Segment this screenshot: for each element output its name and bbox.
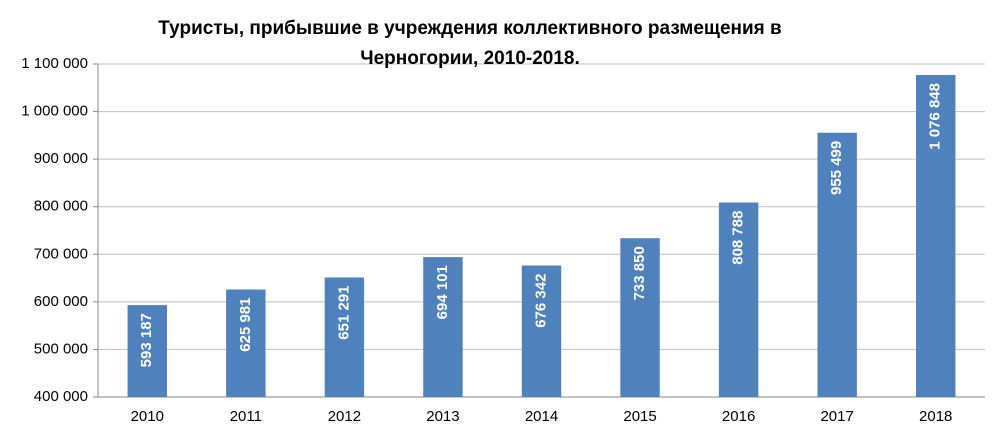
y-tick-label: 800 000	[34, 198, 88, 215]
chart-title: Туристы, прибывшие в учреждения коллекти…	[158, 18, 782, 69]
x-tick-label: 2017	[820, 408, 853, 425]
x-tick-label: 2012	[328, 408, 361, 425]
bar	[916, 75, 956, 398]
value-label: 955 499	[828, 141, 845, 195]
x-tick-label: 2015	[623, 408, 656, 425]
bar	[620, 238, 660, 397]
bar	[718, 202, 759, 397]
y-tick-label: 900 000	[34, 150, 88, 167]
bar	[521, 265, 562, 397]
bar	[226, 289, 266, 397]
x-tick-label: 2010	[131, 408, 164, 425]
bar	[423, 257, 463, 397]
y-tick-label: 1 100 000	[21, 55, 88, 72]
value-label: 733 850	[631, 246, 648, 300]
y-tick-label: 700 000	[34, 245, 88, 262]
value-label: 593 187	[138, 313, 155, 367]
value-label: 694 101	[434, 265, 451, 319]
bar	[817, 132, 857, 397]
x-tick-label: 2011	[230, 408, 262, 425]
y-tick-label: 500 000	[34, 340, 88, 357]
y-tick-label: 400 000	[34, 388, 88, 405]
x-tick-label: 2016	[722, 408, 755, 425]
value-label: 676 342	[532, 274, 549, 328]
value-label: 651 291	[335, 285, 352, 339]
y-tick-label: 1 000 000	[21, 103, 88, 120]
bar	[127, 305, 167, 397]
x-tick-label: 2013	[426, 408, 459, 425]
y-tick-label: 600 000	[34, 293, 88, 310]
bar	[324, 277, 365, 397]
value-label: 808 788	[730, 211, 747, 265]
value-label: 1 076 848	[927, 83, 944, 150]
value-label: 625 981	[237, 297, 254, 351]
x-tick-label: 2018	[919, 408, 952, 425]
x-tick-label: 2014	[525, 408, 558, 425]
